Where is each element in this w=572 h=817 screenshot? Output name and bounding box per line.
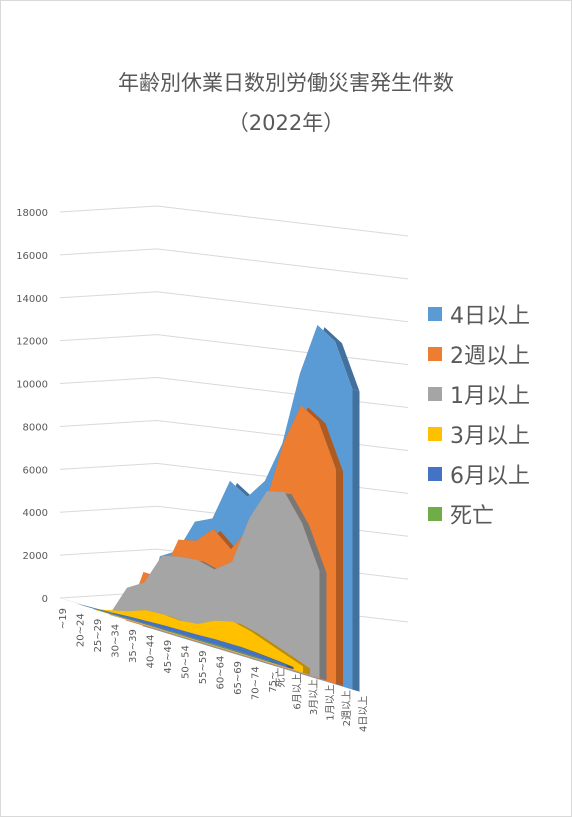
series-area [109,490,320,679]
x-tick-label: 25~29 [93,619,104,653]
depth-tick-label: 2週以上 [341,690,353,726]
legend-label: 6月以上 [450,464,530,489]
legend-label: 4日以上 [450,304,530,329]
depth-tick-label: 1月以上 [325,684,337,720]
y-tick-label: 14000 [16,294,48,305]
x-tick-label: ~19 [58,608,69,629]
series-area [93,609,303,673]
series-layers [60,325,360,692]
series-end-face [319,571,327,681]
series-top-edge [126,405,343,623]
gridline [59,205,409,237]
y-tick-label: 6000 [23,465,48,476]
x-axis: ~19 20~24 25~29 30~34 35~39 40~44 45~49 50~54 55… [58,608,279,700]
x-tick-label: 40~44 [146,635,157,669]
x-tick-label: 60~64 [216,656,227,690]
legend-swatch [428,467,442,481]
x-tick-label: 55~59 [198,650,209,684]
series-end-face [303,666,310,675]
x-tick-label: 20~24 [76,613,87,647]
legend-label: 2週以上 [450,344,530,369]
legend-swatch [428,427,442,441]
x-tick-label: 35~39 [128,629,139,663]
y-tick-label: 12000 [16,337,48,348]
gridline [59,248,409,280]
legend-swatch [428,307,442,321]
x-tick-label: 65~69 [233,661,244,695]
x-tick-label: 45~49 [163,640,174,674]
series-area [60,598,270,662]
x-tick-label: 75~ [268,672,279,693]
y-tick-label: 2000 [23,551,48,562]
legend-label: 1月以上 [450,384,530,409]
legend-swatch [428,507,442,521]
chart-title: 年齢別休業日数別労働災害発生件数 [118,71,454,95]
x-tick-label: 50~54 [181,645,192,679]
legend-label: 3月以上 [450,424,530,449]
y-axis: 0 2000 4000 6000 8000 10000 12000 14000 16000 180… [16,208,48,605]
y-tick-label: 16000 [16,251,48,262]
y-tick-label: 4000 [23,508,48,519]
legend-swatch [428,347,442,361]
legend-swatch [428,387,442,401]
depth-tick-label: 死亡 [274,668,287,688]
depth-tick-label: 6月以上 [292,673,304,709]
y-tick-label: 0 [42,594,48,605]
legend-label: 死亡 [450,504,494,529]
series-area [76,603,287,668]
depth-axis: 死亡 6月以上 3月以上 1月以上 2週以上 4日以上 [274,668,370,732]
series-end-face [286,665,294,670]
series-end-face [336,469,343,686]
x-tick-label: 30~34 [111,624,122,658]
x-tick-label: 70~74 [251,666,262,700]
series-end-face [352,389,360,692]
gridline [59,291,409,323]
y-tick-label: 18000 [16,208,48,219]
gridline [59,334,409,366]
y-tick-label: 8000 [23,422,48,433]
depth-tick-label: 3月以上 [308,679,320,715]
y-tick-label: 10000 [16,380,48,391]
depth-tick-label: 4日以上 [358,696,370,732]
series-end-face [270,661,277,664]
chart-subtitle: （2022年） [227,111,345,135]
